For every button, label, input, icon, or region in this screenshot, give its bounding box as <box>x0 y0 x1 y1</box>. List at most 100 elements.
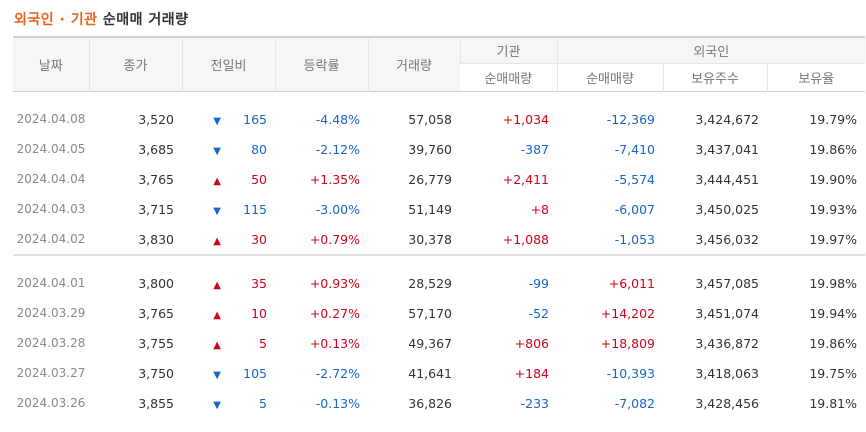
cell-close: 3,520 <box>138 111 174 127</box>
cell-foreign-ratio: 19.97% <box>809 231 858 247</box>
triangle-up-icon: ▲ <box>213 235 221 247</box>
change-value: 5 <box>259 335 267 351</box>
cell-foreign-net: -1,053 <box>614 231 655 247</box>
cell-date: 2024.03.28 <box>16 336 86 350</box>
change-value: 80 <box>251 141 267 157</box>
cell-inst-net: +1,034 <box>502 111 549 127</box>
cell-foreign-net: -10,393 <box>606 365 655 381</box>
triangle-down-icon: ▼ <box>213 145 221 157</box>
cell-foreign-hold: 3,457,085 <box>695 275 759 291</box>
cell-change: ▼ 165 <box>182 104 275 134</box>
cell-inst-net: +8 <box>530 201 549 217</box>
cell-volume: 49,367 <box>408 335 452 351</box>
triangle-down-icon: ▼ <box>213 205 221 217</box>
cell-inst-net: -387 <box>520 141 549 157</box>
cell-foreign-ratio: 19.79% <box>809 111 858 127</box>
cell-date: 2024.04.01 <box>16 276 86 290</box>
change-value: 35 <box>251 275 267 291</box>
title-net-trading-volume: 순매매 거래량 <box>102 12 189 28</box>
cell-change: ▲ 30 <box>182 224 275 255</box>
section-title: 외국인 · 기관 순매매 거래량 <box>14 9 189 29</box>
header-group-institution: 기관 <box>459 36 557 64</box>
cell-date: 2024.04.03 <box>16 202 86 216</box>
table-body: 2024.04.08 3,520 ▼ 165 -4.48% 57,058 +1,034 -12… <box>13 92 866 419</box>
cell-inst-net: -52 <box>528 305 549 321</box>
cell-volume: 36,826 <box>408 395 452 411</box>
cell-foreign-net: +14,202 <box>600 305 655 321</box>
cell-date: 2024.04.08 <box>16 112 86 126</box>
cell-inst-net: +2,411 <box>502 171 549 187</box>
cell-rate: -2.72% <box>315 365 360 381</box>
cell-change: ▼ 105 <box>182 358 275 388</box>
cell-volume: 39,760 <box>408 141 452 157</box>
cell-foreign-net: -7,082 <box>614 395 655 411</box>
cell-volume: 30,378 <box>408 231 452 247</box>
group-separator <box>13 254 866 268</box>
triangle-up-icon: ▲ <box>213 309 221 321</box>
change-value: 30 <box>251 231 267 247</box>
cell-foreign-ratio: 19.81% <box>809 395 858 411</box>
cell-foreign-ratio: 19.75% <box>809 365 858 381</box>
header-change: 전일비 <box>181 36 275 92</box>
table-row: 2024.04.02 3,830 ▲ 30 +0.79% 30,378 +1,088 -1,0… <box>13 224 865 255</box>
cell-foreign-net: -5,574 <box>614 171 655 187</box>
cell-close: 3,800 <box>138 275 174 291</box>
cell-close: 3,765 <box>138 305 174 321</box>
header-rate: 등락률 <box>274 36 368 92</box>
cell-volume: 41,641 <box>408 365 452 381</box>
cell-rate: +0.13% <box>309 335 360 351</box>
table-row: 2024.04.04 3,765 ▲ 50 +1.35% 26,779 +2,411 -5,5… <box>13 164 865 194</box>
cell-foreign-hold: 3,456,032 <box>695 231 759 247</box>
cell-close: 3,715 <box>138 201 174 217</box>
cell-foreign-hold: 3,428,456 <box>695 395 759 411</box>
cell-close: 3,750 <box>138 365 174 381</box>
cell-foreign-net: -6,007 <box>614 201 655 217</box>
change-value: 50 <box>251 171 267 187</box>
cell-change: ▲ 10 <box>182 298 275 328</box>
cell-date: 2024.04.02 <box>16 232 86 246</box>
table-row: 2024.04.03 3,715 ▼ 115 -3.00% 51,149 +8 -6,007 3… <box>13 194 865 224</box>
triangle-up-icon: ▲ <box>213 175 221 187</box>
triangle-down-icon: ▼ <box>213 369 221 381</box>
triangle-up-icon: ▲ <box>213 279 221 291</box>
cell-foreign-hold: 3,444,451 <box>695 171 759 187</box>
triangle-down-icon: ▼ <box>213 399 221 411</box>
header-inst-net: 순매매량 <box>460 63 557 92</box>
cell-foreign-hold: 3,437,041 <box>695 141 759 157</box>
cell-inst-net: -99 <box>528 275 549 291</box>
cell-foreign-hold: 3,450,025 <box>695 201 759 217</box>
cell-foreign-ratio: 19.94% <box>809 305 858 321</box>
table-row: 2024.04.01 3,800 ▲ 35 +0.93% 28,529 -99 +6,011 3… <box>13 268 865 298</box>
triangle-down-icon: ▼ <box>213 115 221 127</box>
cell-change: ▲ 5 <box>182 328 275 358</box>
header-group-foreign: 외국인 <box>556 36 866 64</box>
cell-volume: 57,058 <box>408 111 452 127</box>
cell-date: 2024.04.05 <box>16 142 86 156</box>
cell-close: 3,685 <box>138 141 174 157</box>
triangle-up-icon: ▲ <box>213 339 221 351</box>
cell-rate: -0.13% <box>315 395 360 411</box>
cell-rate: +0.27% <box>309 305 360 321</box>
cell-foreign-net: -7,410 <box>614 141 655 157</box>
cell-foreign-hold: 3,424,672 <box>695 111 759 127</box>
cell-close: 3,855 <box>138 395 174 411</box>
cell-change: ▼ 5 <box>182 388 275 418</box>
cell-foreign-net: -12,369 <box>606 111 655 127</box>
cell-date: 2024.03.26 <box>16 396 86 410</box>
cell-volume: 26,779 <box>408 171 452 187</box>
cell-close: 3,830 <box>138 231 174 247</box>
cell-foreign-hold: 3,451,074 <box>695 305 759 321</box>
cell-change: ▼ 115 <box>182 194 275 224</box>
cell-foreign-net: +18,809 <box>600 335 655 351</box>
cell-inst-net: +1,088 <box>502 231 549 247</box>
change-value: 10 <box>251 305 267 321</box>
spacer-row <box>13 92 865 105</box>
cell-volume: 28,529 <box>408 275 452 291</box>
table-row: 2024.04.05 3,685 ▼ 80 -2.12% 39,760 -387 -7,410… <box>13 134 865 164</box>
cell-foreign-ratio: 19.86% <box>809 141 858 157</box>
cell-foreign-ratio: 19.98% <box>809 275 858 291</box>
cell-rate: +1.35% <box>309 171 360 187</box>
cell-change: ▲ 35 <box>182 268 275 298</box>
cell-foreign-ratio: 19.90% <box>809 171 858 187</box>
